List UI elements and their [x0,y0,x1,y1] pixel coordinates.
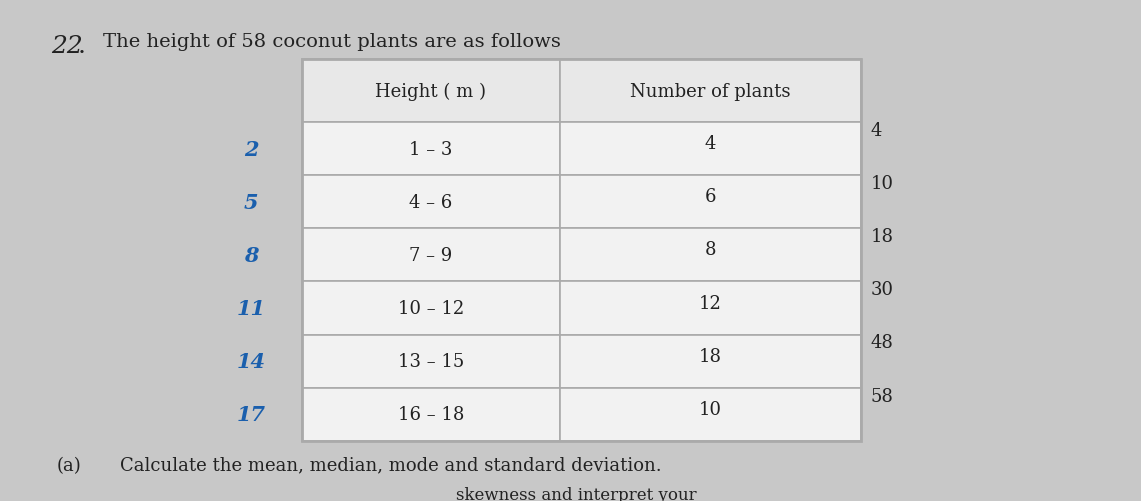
Text: 18: 18 [871,228,893,245]
Text: 10: 10 [871,175,893,193]
Text: 48: 48 [871,334,893,352]
Text: 1 – 3: 1 – 3 [410,140,453,158]
Text: 8: 8 [705,241,717,259]
Text: 2: 2 [244,139,258,159]
Text: .: . [78,35,86,58]
Text: 12: 12 [699,294,722,312]
Text: 11: 11 [236,298,266,318]
Text: 6: 6 [705,188,717,206]
Text: Height ( m ): Height ( m ) [375,82,486,101]
Text: 58: 58 [871,387,893,405]
Text: 8: 8 [244,245,258,266]
Text: Number of plants: Number of plants [630,83,791,100]
Text: 5: 5 [244,192,258,212]
Text: 4: 4 [871,122,882,140]
Text: Calculate the mean, median, mode and standard deviation.: Calculate the mean, median, mode and sta… [120,456,662,474]
Text: 30: 30 [871,281,893,299]
Text: 4 – 6: 4 – 6 [410,193,453,211]
Text: 14: 14 [236,351,266,371]
Text: 4: 4 [705,135,717,153]
Text: The height of 58 coconut plants are as follows: The height of 58 coconut plants are as f… [103,33,560,51]
Text: 7 – 9: 7 – 9 [410,246,453,265]
Text: 18: 18 [699,347,722,365]
Text: skewness and interpret your: skewness and interpret your [456,486,697,501]
Text: 17: 17 [236,404,266,424]
Text: 10: 10 [699,400,722,418]
Text: 22: 22 [51,35,83,58]
Text: 16 – 18: 16 – 18 [398,405,464,423]
Text: (a): (a) [57,456,82,474]
Text: 13 – 15: 13 – 15 [398,352,464,370]
Text: 10 – 12: 10 – 12 [398,299,464,317]
